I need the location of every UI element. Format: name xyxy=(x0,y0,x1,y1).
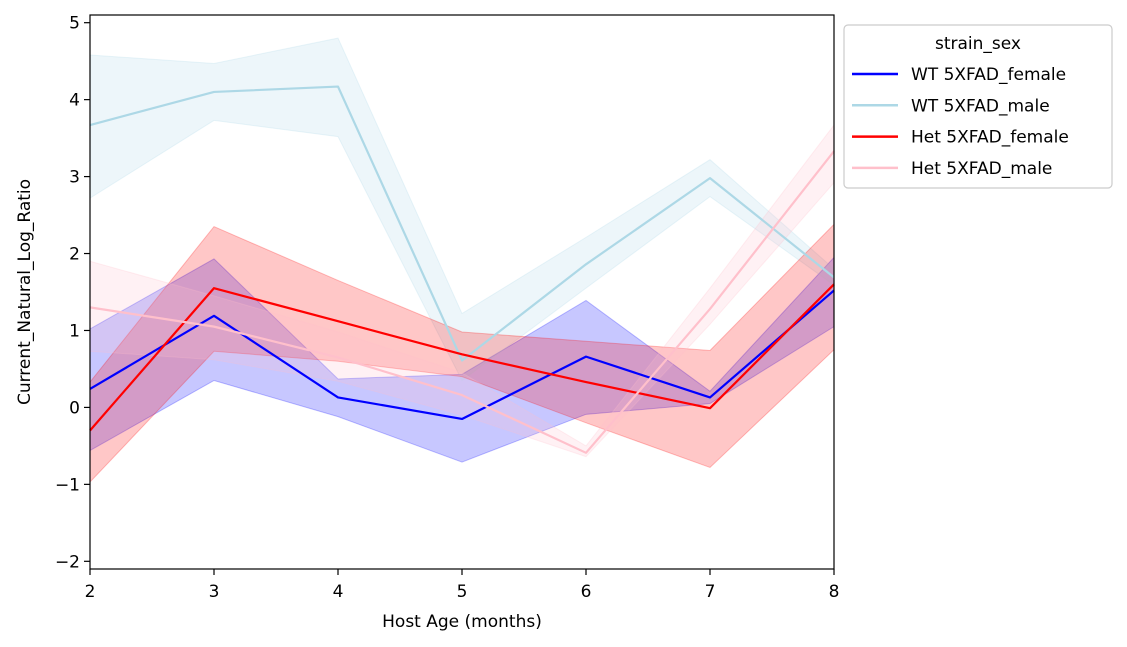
legend-label-wt-5xfad-female: WT 5XFAD_female xyxy=(911,65,1066,85)
x-axis-label: Host Age (months) xyxy=(382,612,542,632)
legend-title: strain_sex xyxy=(935,34,1021,54)
x-tick-label: 2 xyxy=(85,582,96,602)
x-tick-label: 3 xyxy=(209,582,220,602)
legend-items: WT 5XFAD_female WT 5XFAD_male Het 5XFAD_fe… xyxy=(852,65,1069,179)
legend-label-het-5xfad-female: Het 5XFAD_female xyxy=(911,128,1069,148)
axes: 2 3 4 5 6 7 8 −2 −1 0 1 2 3 4 5 xyxy=(55,14,839,602)
y-tick-label: 5 xyxy=(69,14,80,34)
x-tick-label: 5 xyxy=(457,582,468,602)
line-wt-5xfad-male xyxy=(89,85,835,362)
x-tick-label: 4 xyxy=(333,582,344,602)
x-tick-label: 7 xyxy=(705,582,716,602)
line-het-5xfad-male xyxy=(89,150,835,454)
series-lines xyxy=(89,85,835,454)
legend-box xyxy=(843,24,1113,189)
y-tick-label: −2 xyxy=(55,552,80,572)
y-tick-label: 0 xyxy=(69,398,80,418)
legend: strain_sex WT 5XFAD_female WT 5XFAD_male H… xyxy=(843,24,1113,189)
legend-label-wt-5xfad-male: WT 5XFAD_male xyxy=(911,96,1050,116)
y-tick-label: 4 xyxy=(69,91,80,111)
y-tick-label: 3 xyxy=(69,168,80,188)
y-tick-label: 2 xyxy=(69,245,80,265)
y-tick-label: 1 xyxy=(69,321,80,341)
y-tick-label: −1 xyxy=(55,475,80,495)
confidence-bands xyxy=(89,37,835,484)
line-het-5xfad-female xyxy=(89,283,835,432)
y-axis-label: Current_Natural_Log_Ratio xyxy=(15,179,35,405)
legend-label-het-5xfad-male: Het 5XFAD_male xyxy=(911,159,1052,179)
line-wt-5xfad-female xyxy=(89,289,835,421)
x-tick-label: 8 xyxy=(829,582,840,602)
x-tick-label: 6 xyxy=(581,582,592,602)
